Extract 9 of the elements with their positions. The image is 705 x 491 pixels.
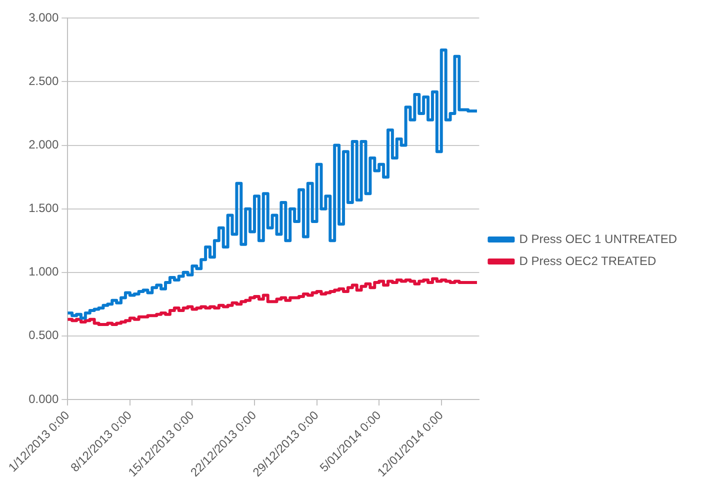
y-tick-label: 1.500 — [28, 201, 59, 216]
y-tick-label: 2.000 — [28, 138, 59, 152]
y-tick-label: 0.500 — [28, 328, 59, 342]
y-tick-label: 3.000 — [28, 10, 59, 25]
y-tick-label: 1.000 — [28, 264, 59, 279]
legend-label: D Press OEC 1 UNTREATED — [519, 232, 678, 246]
legend-label: D Press OEC2 TREATED — [519, 254, 656, 268]
y-tick-label: 0.000 — [28, 392, 59, 406]
y-tick-label: 2.500 — [28, 74, 59, 88]
